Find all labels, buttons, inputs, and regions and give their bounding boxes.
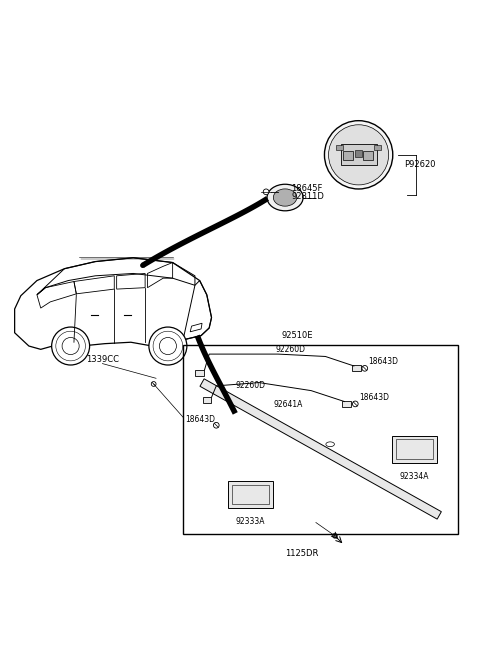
- Circle shape: [362, 365, 368, 371]
- Text: 92641A: 92641A: [273, 400, 302, 409]
- Circle shape: [352, 401, 358, 407]
- Bar: [232, 485, 269, 504]
- Text: 18643D: 18643D: [369, 358, 398, 367]
- Bar: [341, 144, 377, 165]
- Bar: [195, 370, 204, 376]
- Bar: [374, 146, 382, 150]
- Bar: [336, 146, 343, 150]
- Text: 92334A: 92334A: [400, 472, 429, 481]
- Bar: [183, 344, 458, 535]
- Bar: [355, 150, 362, 157]
- Bar: [396, 440, 433, 459]
- Text: 92333A: 92333A: [236, 517, 265, 526]
- Text: 18643D: 18643D: [185, 415, 216, 424]
- Text: 92260D: 92260D: [276, 345, 306, 354]
- Text: 92811D: 92811D: [291, 192, 324, 201]
- Bar: [363, 151, 373, 159]
- Text: 92510E: 92510E: [281, 331, 312, 340]
- Circle shape: [333, 533, 337, 538]
- Circle shape: [328, 125, 389, 185]
- Ellipse shape: [273, 189, 297, 206]
- Text: 1339CC: 1339CC: [86, 355, 119, 363]
- Text: P92620: P92620: [404, 160, 435, 169]
- Circle shape: [214, 422, 219, 428]
- Circle shape: [151, 382, 156, 386]
- Bar: [342, 401, 351, 407]
- Circle shape: [324, 121, 393, 189]
- Text: 92260D: 92260D: [235, 380, 265, 390]
- Circle shape: [141, 264, 144, 267]
- Circle shape: [263, 189, 269, 195]
- Text: 18645F: 18645F: [291, 184, 323, 193]
- Bar: [228, 481, 273, 508]
- Ellipse shape: [267, 184, 303, 211]
- Circle shape: [149, 327, 187, 365]
- Bar: [352, 365, 360, 371]
- Bar: [392, 436, 437, 463]
- Polygon shape: [200, 379, 441, 519]
- Text: 1125DR: 1125DR: [285, 548, 318, 558]
- Text: 18643D: 18643D: [359, 392, 389, 401]
- Bar: [203, 398, 211, 403]
- Circle shape: [52, 327, 90, 365]
- Bar: [343, 151, 353, 159]
